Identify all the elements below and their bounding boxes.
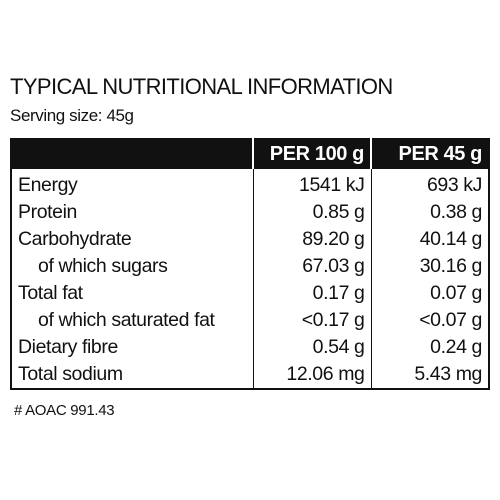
nutrient-value: 67.03 g bbox=[252, 253, 371, 280]
table-row: Dietary fibre 0.54 g 0.24 g bbox=[11, 334, 489, 361]
table-body: Energy 1541 kJ 693 kJ Protein 0.85 g 0.38 g Ca… bbox=[11, 169, 489, 389]
nutrient-label: Total sodium bbox=[18, 363, 123, 385]
nutrient-value: 0.85 g bbox=[252, 199, 371, 226]
table-row: of which saturated fat <0.17 g <0.07 g bbox=[11, 307, 489, 334]
table-row: of which sugars 67.03 g 30.16 g bbox=[11, 253, 489, 280]
nutrient-label: of which saturated fat bbox=[38, 309, 215, 331]
nutrient-value: <0.17 g bbox=[252, 307, 371, 334]
nutrient-value: 1541 kJ bbox=[252, 169, 371, 199]
nutrient-value: 0.38 g bbox=[370, 199, 489, 226]
nutrient-label: Protein bbox=[18, 201, 77, 223]
nutrient-value: 30.16 g bbox=[370, 253, 489, 280]
nutrient-value: 40.14 g bbox=[370, 226, 489, 253]
serving-size: Serving size: 45g bbox=[10, 106, 134, 125]
header-cell: PER 45 g bbox=[370, 139, 489, 169]
nutrient-value: 0.07 g bbox=[370, 280, 489, 307]
nutrient-label: Carbohydrate bbox=[18, 228, 132, 250]
footnote: # AOAC 991.43 bbox=[14, 402, 115, 419]
table-row: Total fat 0.17 g 0.07 g bbox=[11, 280, 489, 307]
nutrient-label: Total fat bbox=[18, 282, 83, 304]
title: TYPICAL NUTRITIONAL INFORMATION bbox=[10, 74, 393, 99]
nutrient-value: 0.24 g bbox=[370, 334, 489, 361]
table-row: Total sodium 12.06 mg 5.43 mg bbox=[11, 361, 489, 389]
nutrient-value: 0.54 g bbox=[252, 334, 371, 361]
nutrient-value: 5.43 mg bbox=[370, 361, 489, 389]
table-row: Protein 0.85 g 0.38 g bbox=[11, 199, 489, 226]
header-row: PER 100 g PER 45 g bbox=[11, 139, 489, 169]
nutrient-label: Energy bbox=[18, 174, 78, 196]
nutrient-value: 0.17 g bbox=[252, 280, 371, 307]
nutrient-value: 89.20 g bbox=[252, 226, 371, 253]
nutrition-table: PER 100 g PER 45 g Energy 1541 kJ 693 kJ Pr… bbox=[10, 138, 490, 390]
header-cell: PER 100 g bbox=[252, 139, 371, 169]
nutrient-label: Dietary fibre bbox=[18, 336, 118, 358]
table-row: Energy 1541 kJ 693 kJ bbox=[11, 169, 489, 199]
nutrient-label: of which sugars bbox=[38, 255, 168, 277]
table-row: Carbohydrate 89.20 g 40.14 g bbox=[11, 226, 489, 253]
nutrient-value: 693 kJ bbox=[370, 169, 489, 199]
nutrient-value: 12.06 mg bbox=[252, 361, 371, 389]
nutrient-value: <0.07 g bbox=[370, 307, 489, 334]
header-cell bbox=[11, 139, 253, 169]
